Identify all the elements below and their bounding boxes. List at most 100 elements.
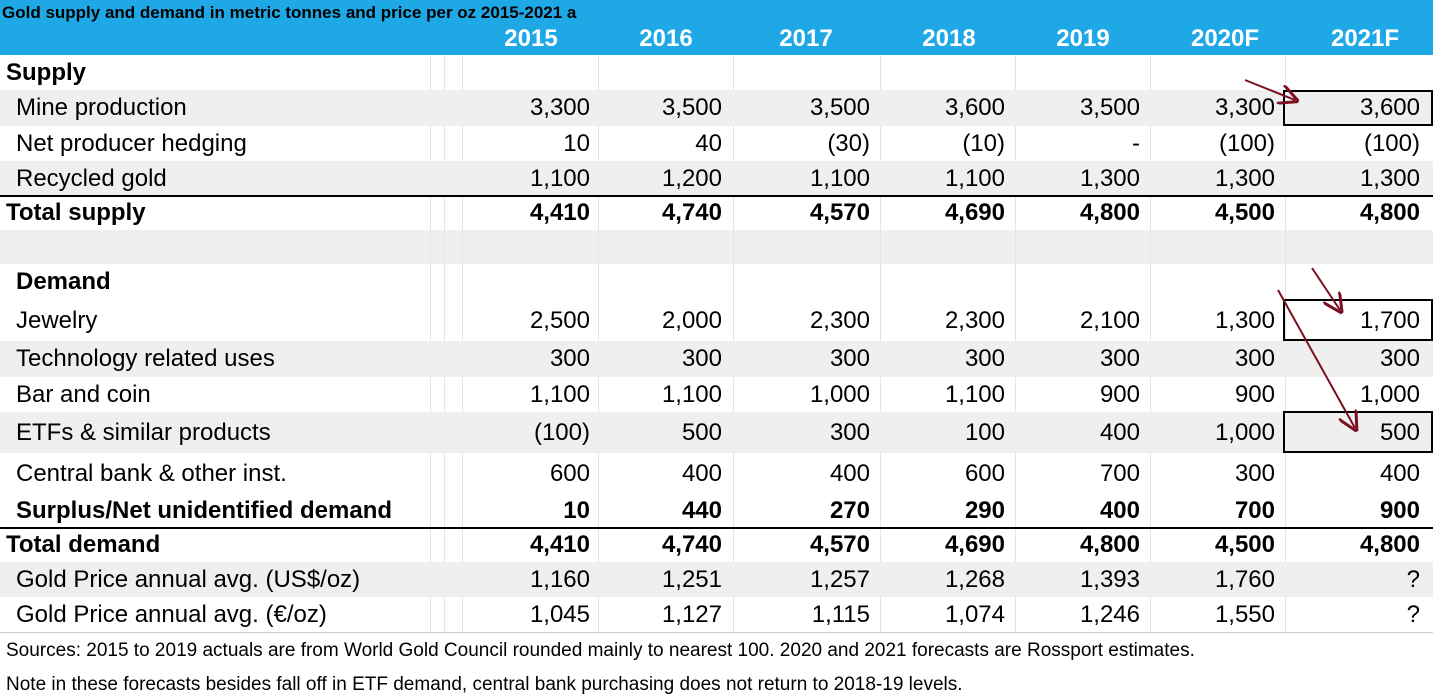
cell-value: 1,115 [811, 600, 870, 628]
cell-value: 1,300 [1214, 306, 1275, 334]
cell-value: 440 [681, 497, 722, 524]
note: Sources: 2015 to 2019 actuals are from W… [6, 640, 1195, 661]
cell-value: 1,246 [1079, 600, 1140, 628]
cell-value: 1,393 [1079, 565, 1140, 593]
cell-value: 4,800 [1079, 199, 1140, 226]
gap-row [0, 230, 1433, 264]
cell-value: 4,800 [1359, 199, 1420, 226]
cell-value: 300 [829, 345, 870, 372]
cell-value: 300 [681, 345, 722, 372]
cell-value: 1,100 [809, 164, 870, 192]
row-label: ETFs & similar products [16, 418, 271, 446]
cell-value: 1,074 [944, 600, 1005, 628]
cell-value: 1,100 [529, 164, 590, 192]
year-header: 2017 [779, 25, 833, 52]
cell-value: 4,410 [529, 531, 590, 558]
row-label: Gold Price annual avg. (US$/oz) [16, 565, 361, 593]
cell-value: (30) [827, 129, 870, 157]
note: Note in these forecasts besides fall off… [6, 674, 963, 695]
cell-value: (10) [962, 129, 1005, 157]
cell-value: 4,740 [661, 199, 722, 226]
cell-value: 2,300 [944, 306, 1005, 334]
cell-value: 400 [681, 459, 722, 487]
cell-value: 700 [1234, 497, 1275, 524]
row-bg [0, 562, 1433, 597]
cell-value: 1,300 [1359, 164, 1420, 192]
row-bg [0, 161, 1433, 196]
cell-value: 1,000 [1214, 418, 1275, 446]
row-rule [0, 195, 1433, 197]
row-label: Central bank & other inst. [16, 459, 287, 487]
year-header: 2018 [922, 25, 976, 52]
cell-value: 3,300 [529, 94, 590, 121]
year-header: 2020F [1190, 25, 1260, 52]
row-label: Bar and coin [16, 380, 151, 408]
cell-value: 4,800 [1079, 531, 1140, 558]
cell-value: ? [1406, 565, 1420, 593]
cell-value: 1,000 [1359, 380, 1420, 408]
cell-value: 3,600 [944, 94, 1005, 121]
cell-value: 600 [964, 459, 1005, 487]
cell-value: ? [1406, 600, 1420, 628]
row-rule [0, 527, 1433, 529]
cell-value: 300 [829, 418, 870, 446]
cell-value: 300 [1234, 345, 1275, 372]
cell-value: 300 [1099, 345, 1140, 372]
row-label: Mine production [16, 94, 187, 121]
cell-value: 4,570 [809, 531, 870, 558]
cell-value: 300 [1379, 345, 1420, 372]
highlight-box [1283, 411, 1433, 453]
cell-value: 2,300 [809, 306, 870, 334]
year-header: 2015 [504, 25, 558, 52]
cell-value: 1,550 [1214, 600, 1275, 628]
cell-value: 400 [1099, 497, 1140, 524]
cell-value: 300 [549, 345, 590, 372]
row-label: Total supply [6, 199, 146, 226]
cell-value: 4,800 [1359, 531, 1420, 558]
cell-value: 500 [681, 418, 722, 446]
row-label: Net producer hedging [16, 129, 247, 157]
year-header: 2016 [639, 25, 693, 52]
cell-value: 3,500 [661, 94, 722, 121]
cell-value: 270 [829, 497, 870, 524]
cell-value: 3,500 [809, 94, 870, 121]
cell-value: 10 [563, 497, 590, 524]
cell-value: - [1132, 129, 1140, 157]
cell-value: (100) [1218, 129, 1275, 157]
cell-value: 4,740 [661, 531, 722, 558]
cell-value: 4,500 [1214, 199, 1275, 226]
highlight-box [1283, 90, 1433, 126]
cell-value: 290 [964, 497, 1005, 524]
row-label: Technology related uses [16, 345, 275, 372]
row-rule [0, 632, 1433, 633]
cell-value: 1,300 [1214, 164, 1275, 192]
title: Gold supply and demand in metric tonnes … [2, 3, 577, 22]
cell-value: 1,700 [1359, 306, 1420, 334]
row-bg [0, 412, 1433, 453]
cell-value: 1,160 [529, 565, 590, 593]
cell-value: 2,100 [1079, 306, 1140, 334]
row-bg [0, 341, 1433, 377]
arrow [1311, 267, 1340, 310]
cell-value: 3,600 [1359, 94, 1420, 121]
cell-value: 10 [563, 129, 590, 157]
row-label: Supply [6, 58, 87, 86]
header-bar [0, 0, 1433, 55]
row-label: Demand [16, 268, 111, 295]
cell-value: 600 [549, 459, 590, 487]
cell-value: 1,100 [944, 380, 1005, 408]
cell-value: 500 [1379, 418, 1420, 446]
cell-value: 1,257 [809, 565, 870, 593]
cell-value: 3,300 [1214, 94, 1275, 121]
cell-value: 900 [1099, 380, 1140, 408]
row-bg [0, 90, 1433, 126]
cell-value: 1,300 [1079, 164, 1140, 192]
cell-value: 700 [1099, 459, 1140, 487]
cell-value: 3,500 [1079, 94, 1140, 121]
cell-value: 1,268 [944, 565, 1005, 593]
cell-value: 1,045 [529, 600, 590, 628]
cell-value: 400 [1379, 459, 1420, 487]
cell-value: 4,690 [944, 199, 1005, 226]
